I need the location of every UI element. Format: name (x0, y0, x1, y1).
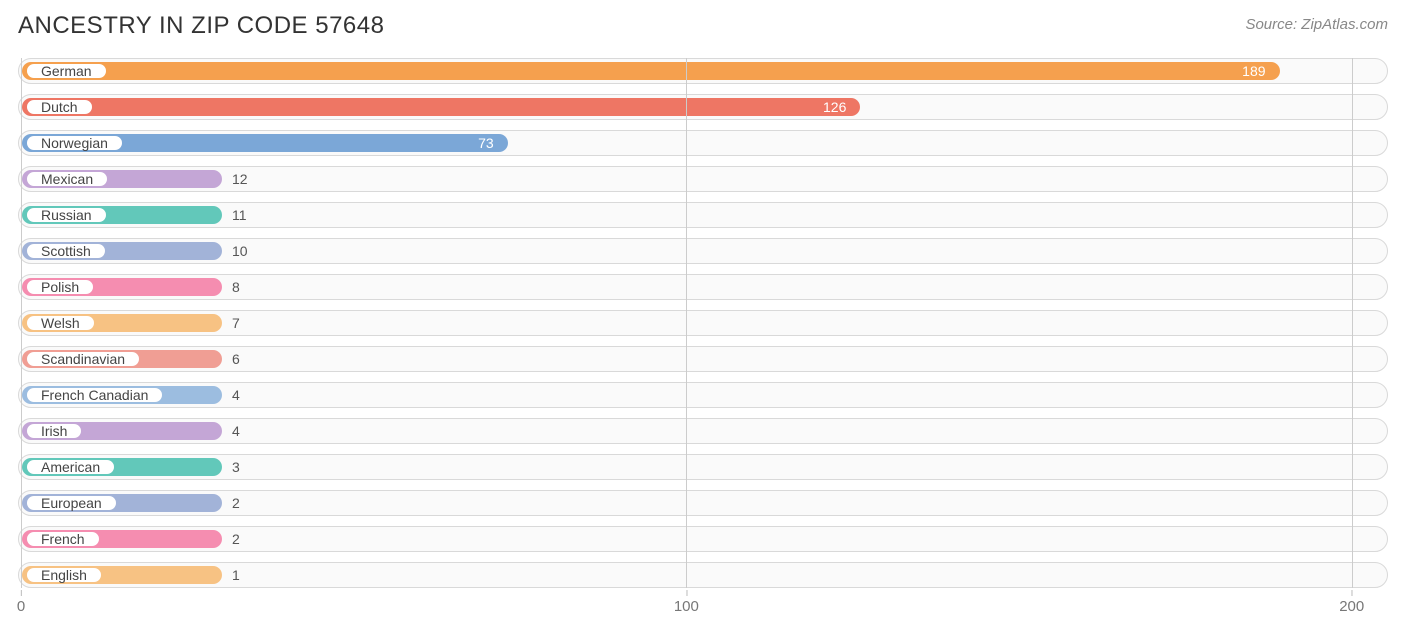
bar-label-pill: French (25, 530, 101, 548)
bar-row: French 2 (18, 526, 1388, 552)
bar-value: 4 (222, 383, 240, 407)
bar-value: 73 (19, 131, 508, 155)
x-axis-tick: 200 (1339, 598, 1364, 615)
bar-label-pill: English (25, 566, 103, 584)
bar-label-pill: Irish (25, 422, 83, 440)
bar-value: 3 (222, 455, 240, 479)
bar-label-pill: American (25, 458, 116, 476)
bar-row: German189 (18, 58, 1388, 84)
bar-value: 1 (222, 563, 240, 587)
gridline (21, 58, 22, 588)
bar-row: Scandinavian 6 (18, 346, 1388, 372)
bar-label-pill: European (25, 494, 118, 512)
bar-row: English 1 (18, 562, 1388, 588)
bar-value: 10 (222, 239, 248, 263)
bar-value: 4 (222, 419, 240, 443)
bar-row: European 2 (18, 490, 1388, 516)
bar-label-pill: Polish (25, 278, 95, 296)
chart-source: Source: ZipAtlas.com (1245, 16, 1388, 33)
bar-row: American 3 (18, 454, 1388, 480)
bar-row: Norwegian73 (18, 130, 1388, 156)
bar-row: Russian 11 (18, 202, 1388, 228)
x-axis-tick: 100 (674, 598, 699, 615)
bar-row: Irish 4 (18, 418, 1388, 444)
bar-label-pill: Scandinavian (25, 350, 141, 368)
bar-value: 11 (222, 203, 247, 227)
bar-label-pill: French Canadian (25, 386, 164, 404)
ancestry-bar-chart: German189Dutch126Norwegian73Mexican12Rus… (18, 58, 1388, 622)
bar-row: Polish 8 (18, 274, 1388, 300)
bar-row: Dutch126 (18, 94, 1388, 120)
x-axis-tick: 0 (17, 598, 25, 615)
bar-value: 8 (222, 275, 240, 299)
bar-row: French Canadian 4 (18, 382, 1388, 408)
bar-value: 2 (222, 527, 240, 551)
x-axis: 0 100 200 (18, 598, 1388, 622)
bar-row: Scottish 10 (18, 238, 1388, 264)
bar-label-pill: Mexican (25, 170, 109, 188)
bar-row: Welsh 7 (18, 310, 1388, 336)
bar-value: 12 (222, 167, 248, 191)
bar-value: 126 (19, 95, 860, 119)
bar-row: Mexican 12 (18, 166, 1388, 192)
bar-label-pill: Scottish (25, 242, 107, 260)
chart-header: ANCESTRY IN ZIP CODE 57648 Source: ZipAt… (18, 12, 1388, 40)
bar-label-pill: Welsh (25, 314, 96, 332)
bar-value: 6 (222, 347, 240, 371)
gridline (686, 58, 687, 588)
bar-value: 7 (222, 311, 240, 335)
bar-value: 2 (222, 491, 240, 515)
chart-title: ANCESTRY IN ZIP CODE 57648 (18, 12, 384, 40)
bar-label-pill: Russian (25, 206, 108, 224)
gridline (1352, 58, 1353, 588)
bar-value: 189 (19, 59, 1280, 83)
